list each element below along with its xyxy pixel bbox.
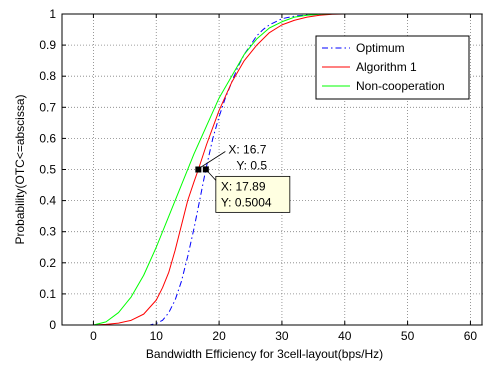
y-tick-label: 0.8 (39, 69, 56, 83)
x-tick-label: 50 (401, 329, 415, 343)
x-tick-label: 10 (150, 329, 164, 343)
y-tick-label: 0.3 (39, 225, 56, 239)
axis-ticks: 0 10 20 30 40 50 60 0 0.1 0.2 0.3 0.4 0.5 0.6 0.7 0.8 0.… (39, 7, 477, 343)
y-axis-label: Probability(OTC<=abscissa) (13, 94, 27, 244)
data-tip-pointer (205, 169, 217, 181)
y-tick-label: 1 (49, 7, 56, 21)
x-tick-label: 30 (275, 329, 289, 343)
legend-entry: Optimum (356, 41, 405, 55)
y-tick-label: 0.7 (39, 100, 56, 114)
legend-entry: Non-cooperation (356, 79, 445, 93)
y-tick-label: 0.2 (39, 256, 56, 270)
legend-entry: Algorithm 1 (356, 60, 417, 74)
data-tip-pointer (200, 151, 226, 168)
data-tip-x-text: X: 16.7 (228, 143, 266, 157)
data-tip-x-text: X: 17.89 (221, 179, 266, 193)
data-tip-box (215, 175, 291, 213)
y-tick-label: 0.9 (39, 38, 56, 52)
x-tick-label: 20 (212, 329, 226, 343)
x-tick-label: 40 (338, 329, 352, 343)
y-tick-label: 0.1 (39, 287, 56, 301)
series-line-non-cooperation (93, 13, 333, 326)
y-tick-label: 0.4 (39, 194, 56, 208)
y-tick-label: 0.5 (39, 163, 56, 177)
data-tip-marker (195, 166, 202, 173)
x-axis-label: Bandwidth Efficiency for 3cell-layout(bp… (146, 347, 383, 361)
data-tip-y-text: Y: 0.5004 (221, 195, 272, 209)
x-tick-label: 60 (464, 329, 478, 343)
data-tips: X: 16.7 Y: 0.5 X: 17.89 Y: 0.5004 (195, 143, 291, 213)
data-tip-y-text: Y: 0.5 (236, 159, 267, 173)
y-tick-label: 0.6 (39, 131, 56, 145)
legend: Optimum Algorithm 1 Non-cooperation (315, 35, 470, 100)
x-tick-label: 0 (90, 329, 97, 343)
y-tick-label: 0 (49, 318, 56, 332)
